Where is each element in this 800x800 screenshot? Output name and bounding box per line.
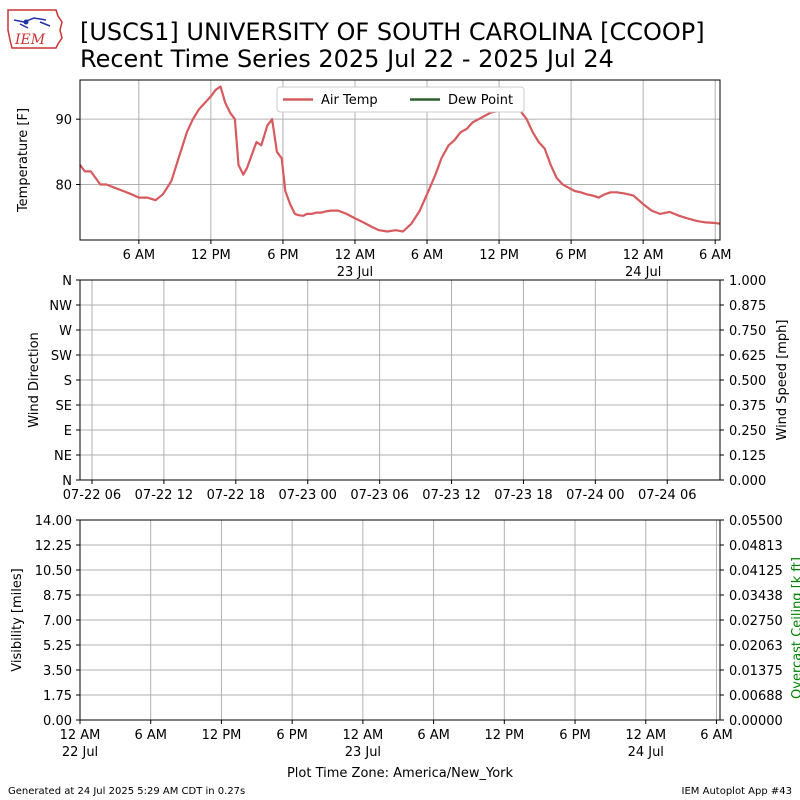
y-tick-label-right: 0.250 — [729, 424, 766, 439]
x-axis-label: Plot Time Zone: America/New_York — [287, 766, 514, 781]
x-tick-sublabel: 24 Jul — [625, 265, 661, 280]
x-tick-label: 12 PM — [479, 248, 519, 263]
legend-box — [276, 86, 525, 113]
x-tick-label: 6 AM — [699, 248, 732, 263]
iowa-rivers-icon — [13, 17, 51, 29]
x-tick-label: 6 AM — [134, 728, 167, 743]
y-axis-label-right: Wind Speed [mph] — [775, 320, 790, 441]
temperature-panel: 6 AM 12 PM 6 PM 12 AM 23 Jul 6 AM 12 PM 6 PM 12 … — [16, 79, 732, 280]
footer-app: IEM Autoplot App #43 — [682, 786, 792, 797]
x-tick-label: 6 AM — [700, 728, 733, 743]
iowa-map-icon — [7, 9, 63, 49]
y-tick-label-right: 0.750 — [729, 324, 766, 339]
legend-label-dew-point: Dew Point — [448, 93, 513, 108]
y-tick-label-left: NW — [49, 299, 72, 314]
wind-panel: 07-22 06 07-22 12 07-22 18 07-23 00 07-23 06… — [27, 274, 790, 503]
y-tick-label-right: 0.500 — [729, 374, 766, 389]
x-tick-label: 07-22 06 — [63, 488, 121, 503]
y-tick-label: 80 — [55, 178, 72, 193]
x-tick-sublabel: 23 Jul — [345, 745, 381, 760]
plot-frame — [79, 279, 721, 481]
iem-logo: IEM — [7, 9, 63, 49]
visibility-panel: 12 AM 22 Jul 6 AM 12 PM 6 PM 12 AM 23 Jul 6 AM 1… — [10, 514, 800, 781]
y-tick-label-right: 0.04125 — [729, 564, 783, 579]
air-temp-line — [79, 85, 721, 233]
y-tick-label-left: 12.25 — [35, 539, 72, 554]
y-tick-label-left: 8.75 — [43, 589, 72, 604]
y-tick-label-left: NE — [54, 449, 72, 464]
y-tick-label: 90 — [55, 113, 72, 128]
y-tick-label-left: 5.25 — [43, 639, 72, 654]
y-tick-label-left: 14.00 — [35, 514, 72, 529]
chart-title-line2: Recent Time Series 2025 Jul 22 - 2025 Ju… — [80, 45, 614, 73]
y-tick-label-right: 0.01375 — [729, 664, 783, 679]
y-tick-label-left: 7.00 — [43, 614, 72, 629]
y-tick-label-right: 0.02750 — [729, 614, 783, 629]
y-tick-label-right: 0.375 — [729, 399, 766, 414]
chart-title-line1: [USCS1] UNIVERSITY OF SOUTH CAROLINA [CC… — [80, 18, 705, 46]
x-tick-label: 07-22 18 — [207, 488, 265, 503]
x-tick-label: 6 AM — [411, 248, 444, 263]
y-axis-label-left: Wind Direction — [27, 332, 42, 428]
y-tick-label-right: 1.000 — [729, 274, 766, 289]
y-tick-label-left: N — [62, 274, 72, 289]
y-axis-label-right: Overcast Ceiling [k ft] — [790, 557, 800, 699]
y-tick-label-left: S — [64, 374, 72, 389]
x-tick-label: 6 PM — [555, 248, 586, 263]
x-tick-label: 12 PM — [202, 728, 242, 743]
logo-text: IEM — [14, 32, 46, 48]
x-tick-sublabel: 22 Jul — [62, 745, 98, 760]
y-tick-label-right: 0.000 — [729, 474, 766, 489]
x-tick-label: 12 AM — [623, 248, 664, 263]
x-tick-label: 07-23 06 — [350, 488, 408, 503]
y-tick-label-right: 0.02063 — [729, 639, 783, 654]
y-tick-label-right: 0.05500 — [729, 514, 783, 529]
plot-frame — [79, 79, 721, 241]
x-tick-label: 07-22 12 — [135, 488, 193, 503]
legend-label-air-temp: Air Temp — [321, 93, 378, 108]
y-axis-label-left: Visibility [miles] — [10, 568, 25, 671]
y-tick-label-right: 0.03438 — [729, 589, 783, 604]
x-tick-label: 6 PM — [559, 728, 590, 743]
x-tick-label: 12 PM — [191, 248, 231, 263]
y-tick-label-left: W — [59, 324, 72, 339]
y-tick-label-left: 3.50 — [43, 664, 72, 679]
footer-generated: Generated at 24 Jul 2025 5:29 AM CDT in … — [8, 786, 245, 797]
x-tick-label: 07-23 18 — [494, 488, 552, 503]
y-tick-label-left: SW — [51, 349, 72, 364]
y-axis-label: Temperature [F] — [16, 108, 31, 213]
x-tick-label: 12 AM — [342, 728, 383, 743]
legend: Air Temp Dew Point — [276, 86, 525, 113]
logo-dot-icon — [23, 19, 29, 25]
y-tick-label-right: 0.00688 — [729, 689, 783, 704]
x-tick-sublabel: 24 Jul — [628, 745, 664, 760]
y-tick-label-right: 0.875 — [729, 299, 766, 314]
x-tick-label: 12 AM — [335, 248, 376, 263]
y-tick-label-right: 0.625 — [729, 349, 766, 364]
x-tick-label: 6 AM — [417, 728, 450, 743]
y-tick-label-left: SE — [56, 399, 72, 414]
x-tick-label: 12 AM — [60, 728, 101, 743]
x-tick-label: 6 PM — [276, 728, 307, 743]
x-tick-label: 07-24 00 — [566, 488, 624, 503]
x-tick-label: 07-24 06 — [638, 488, 696, 503]
y-tick-label-right: 0.04813 — [729, 539, 783, 554]
x-tick-label: 6 PM — [267, 248, 298, 263]
y-tick-label-left: 1.75 — [43, 689, 72, 704]
y-tick-label-left: E — [64, 424, 72, 439]
y-tick-label-left: 10.50 — [35, 564, 72, 579]
y-tick-label-left: 0.00 — [43, 714, 72, 729]
x-tick-label: 12 AM — [625, 728, 666, 743]
x-tick-label: 07-23 12 — [422, 488, 480, 503]
y-tick-label-right: 0.00000 — [729, 714, 783, 729]
y-tick-label-left: N — [62, 474, 72, 489]
x-tick-label: 6 AM — [123, 248, 156, 263]
plot-frame — [79, 519, 721, 721]
y-tick-label-right: 0.125 — [729, 449, 766, 464]
x-tick-label: 07-23 00 — [278, 488, 336, 503]
x-tick-sublabel: 23 Jul — [337, 265, 373, 280]
x-tick-label: 12 PM — [484, 728, 524, 743]
